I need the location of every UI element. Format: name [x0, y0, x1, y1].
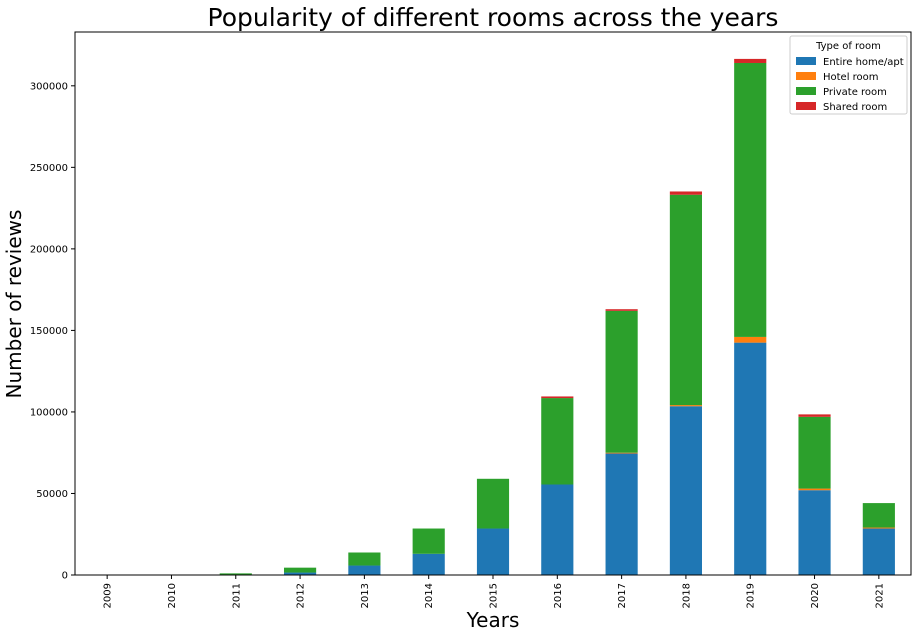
bar-segment-entire-home-apt-2015: [477, 529, 509, 575]
y-axis: 0 50000 100000 150000 200000 250000 300000: [30, 81, 75, 581]
bar-segment-hotel-room-2019: [734, 337, 766, 343]
legend-swatch: [796, 57, 816, 65]
x-tick-label: 2017: [617, 583, 628, 608]
x-axis: 2009 2010 2011 2012 2013 2014 2015 2016 2017 2018…: [103, 575, 886, 608]
x-tick-label: 2021: [874, 583, 885, 608]
bar-segment-private-room-2019: [734, 63, 766, 337]
x-tick-label: 2014: [424, 583, 435, 608]
bar-segment-shared-room-2020: [798, 414, 830, 416]
legend-label: Private room: [823, 87, 887, 98]
chart-title: Popularity of different rooms across the…: [208, 3, 779, 32]
x-axis-label: Years: [466, 608, 520, 632]
legend-title: Type of room: [815, 41, 881, 52]
y-tick-label: 50000: [36, 489, 68, 500]
x-tick-label: 2009: [103, 583, 114, 608]
legend-swatch: [796, 87, 816, 95]
y-tick-label: 200000: [30, 244, 68, 255]
legend-label: Shared room: [823, 102, 887, 113]
bars-group: [91, 59, 895, 575]
bar-segment-private-room-2012: [284, 568, 316, 573]
bar-segment-private-room-2016: [541, 398, 573, 484]
y-tick-label: 0: [62, 571, 68, 582]
bar-segment-entire-home-apt-2017: [606, 454, 638, 575]
bar-segment-shared-room-2017: [606, 309, 638, 311]
x-tick-label: 2016: [553, 583, 564, 608]
legend-label: Entire home/apt: [823, 57, 904, 68]
x-tick-label: 2015: [489, 583, 500, 608]
bar-segment-shared-room-2018: [670, 191, 702, 194]
bar-segment-private-room-2018: [670, 195, 702, 405]
bar-segment-entire-home-apt-2020: [798, 490, 830, 575]
bar-segment-private-room-2020: [798, 417, 830, 489]
bar-segment-entire-home-apt-2014: [413, 554, 445, 575]
bar-segment-private-room-2011: [220, 573, 252, 574]
x-tick-label: 2013: [360, 583, 371, 608]
legend-swatch: [796, 72, 816, 80]
bar-segment-entire-home-apt-2016: [541, 485, 573, 576]
x-tick-label: 2019: [746, 583, 757, 608]
y-tick-label: 150000: [30, 326, 68, 337]
bar-segment-private-room-2014: [413, 529, 445, 554]
bar-segment-hotel-room-2018: [670, 405, 702, 406]
bar-segment-shared-room-2019: [734, 59, 766, 63]
bar-segment-hotel-room-2021: [863, 528, 895, 529]
bar-segment-private-room-2013: [348, 552, 380, 565]
x-tick-label: 2011: [231, 583, 242, 608]
bar-segment-entire-home-apt-2013: [348, 566, 380, 575]
bar-segment-entire-home-apt-2021: [863, 529, 895, 575]
y-tick-label: 300000: [30, 81, 68, 92]
bar-segment-private-room-2017: [606, 311, 638, 453]
x-tick-label: 2018: [681, 583, 692, 608]
bar-segment-entire-home-apt-2019: [734, 343, 766, 575]
y-tick-label: 100000: [30, 407, 68, 418]
legend-swatch: [796, 102, 816, 110]
bar-segment-hotel-room-2017: [606, 453, 638, 454]
bar-segment-private-room-2015: [477, 479, 509, 529]
x-tick-label: 2012: [296, 583, 307, 608]
y-axis-label: Number of reviews: [2, 210, 26, 399]
bar-segment-shared-room-2016: [541, 396, 573, 398]
bar-segment-entire-home-apt-2018: [670, 406, 702, 575]
x-tick-label: 2020: [810, 583, 821, 608]
x-tick-label: 2010: [167, 583, 178, 608]
legend-label: Hotel room: [823, 72, 879, 83]
bar-segment-private-room-2021: [863, 503, 895, 527]
legend: Type of room Entire home/apt Hotel room Pr…: [790, 36, 907, 114]
y-tick-label: 250000: [30, 163, 68, 174]
bar-segment-hotel-room-2020: [798, 489, 830, 491]
